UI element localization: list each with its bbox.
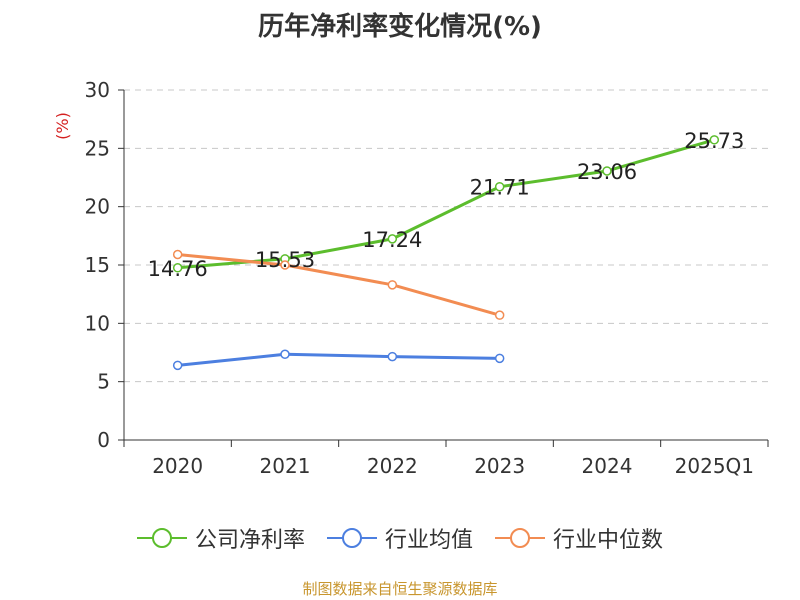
legend-label: 公司净利率 xyxy=(194,528,305,553)
y-tick-label: 15 xyxy=(85,253,110,277)
legend-circle xyxy=(510,528,530,548)
y-tick-label: 5 xyxy=(97,370,110,394)
legend-marker-icon xyxy=(326,528,377,548)
legend-item: 行业均值 xyxy=(326,522,473,554)
data-point xyxy=(172,249,183,260)
data-point xyxy=(709,135,720,145)
y-tick-label: 0 xyxy=(97,428,110,452)
legend-item: 公司净利率 xyxy=(136,522,305,554)
data-point xyxy=(387,280,398,290)
x-tick-label: 2023 xyxy=(474,454,525,478)
y-tick-label: 10 xyxy=(85,311,110,335)
x-tick-label: 2024 xyxy=(582,454,633,478)
data-label: 17.24 xyxy=(362,228,422,252)
y-tick-label: 25 xyxy=(85,136,110,160)
data-point xyxy=(387,234,398,244)
legend-circle xyxy=(341,528,362,548)
series-line xyxy=(177,352,500,367)
data-point xyxy=(280,349,290,359)
data-point xyxy=(602,166,612,176)
chart-title: 历年净利率变化情况(%) xyxy=(258,12,542,42)
data-point xyxy=(494,181,505,192)
grid-lines xyxy=(124,89,768,383)
data-label: 15.53 xyxy=(255,248,315,272)
data-labels: 14.76 15.53 17.24 21.71 23.06 25.73 xyxy=(148,129,745,281)
series-line xyxy=(177,253,501,317)
data-point xyxy=(280,260,290,270)
x-tick-label: 2022 xyxy=(367,454,418,478)
legend-item: 行业中位数 xyxy=(495,522,663,554)
axes: 0 5 10 15 20 25 30 2020 2021 2022 2023 2024 2025Q1 xyxy=(85,78,769,478)
data-label: 21.71 xyxy=(470,176,530,200)
data-point xyxy=(172,263,183,273)
legend-circle xyxy=(151,528,172,548)
data-point xyxy=(387,351,398,362)
series-line xyxy=(177,138,715,270)
legend: 公司净利率 行业均值 行业中位数 xyxy=(0,520,800,556)
y-tick-label: 30 xyxy=(85,78,110,102)
data-label: 14.76 xyxy=(148,257,208,281)
x-tick-label: 2021 xyxy=(260,454,311,478)
legend-marker-icon xyxy=(495,528,545,548)
source-note: 制图数据来自恒生聚源数据库 xyxy=(302,580,498,598)
data-label: 23.06 xyxy=(577,160,637,184)
x-tick-label: 2020 xyxy=(152,454,203,478)
y-axis-label: (%) xyxy=(53,112,72,140)
data-label: 25.73 xyxy=(684,129,744,153)
series-layer xyxy=(172,135,720,371)
data-point xyxy=(494,353,505,364)
legend-label: 行业均值 xyxy=(384,528,473,553)
data-point xyxy=(172,360,183,371)
y-tick-label: 20 xyxy=(85,195,110,219)
legend-marker-icon xyxy=(136,528,187,548)
x-tick-label: 2025Q1 xyxy=(675,454,754,478)
legend-label: 行业中位数 xyxy=(553,528,664,553)
data-point xyxy=(494,310,505,320)
